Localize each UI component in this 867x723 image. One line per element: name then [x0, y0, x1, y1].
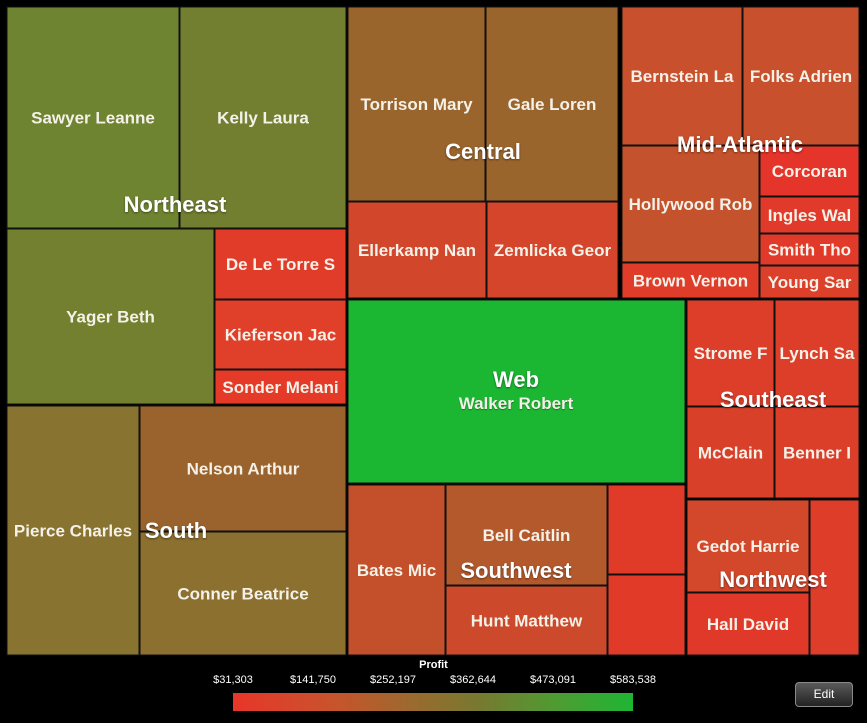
treemap-tile-torrison-mary[interactable]	[347, 6, 486, 202]
tile-label: Nelson Arthur	[187, 460, 300, 479]
legend-tick: $252,197	[370, 674, 416, 686]
treemap-tile-bates-mic[interactable]	[347, 484, 446, 656]
tile-label: Bernstein La	[631, 67, 735, 86]
tile-label: Ingles Wal	[768, 206, 851, 225]
treemap-tile-hollywood-rob[interactable]	[621, 145, 760, 263]
legend-tick: $31,303	[213, 674, 253, 686]
treemap-tile-lynch-sa[interactable]	[774, 299, 860, 407]
tile-label: Bell Caitlin	[483, 526, 571, 545]
treemap-tile-brown-vernon[interactable]	[621, 262, 760, 299]
tile-label: Pierce Charles	[14, 522, 132, 541]
treemap-tile-smith-tho[interactable]	[759, 233, 860, 266]
tile-label: Sawyer Leanne	[31, 109, 155, 128]
tile-label: Young Sar	[768, 273, 852, 292]
legend-tick: $141,750	[290, 674, 336, 686]
tile-label: Torrison Mary	[360, 95, 473, 114]
tile-label: Zemlicka Geor	[494, 241, 612, 260]
legend-tick: $362,644	[450, 674, 496, 686]
tile-label: Sonder Melani	[222, 378, 338, 397]
treemap-tile-conner-beatrice[interactable]	[139, 531, 347, 656]
treemap-tile-nelson-arthur[interactable]	[139, 405, 347, 532]
tile-label: Hollywood Rob	[629, 195, 753, 214]
treemap-tile-hall-david[interactable]	[686, 592, 810, 656]
treemap-tile-southwest-unlabeled-4[interactable]	[607, 574, 686, 656]
treemap-tile-kelly-laura[interactable]	[179, 6, 347, 229]
treemap-tile-bernstein-la[interactable]	[621, 6, 743, 146]
treemap-tile-yager-beth[interactable]	[6, 228, 215, 405]
treemap-tile-ingles-wal[interactable]	[759, 196, 860, 234]
treemap-tile-folks-adrien[interactable]	[742, 6, 860, 146]
legend-tick: $583,538	[610, 674, 656, 686]
treemap-tile-strome-f[interactable]	[686, 299, 775, 407]
treemap-tile-walker-robert[interactable]	[347, 299, 686, 484]
treemap-tile-de-le-torre-s[interactable]	[214, 228, 347, 300]
tile-label: Ellerkamp Nan	[358, 241, 476, 260]
treemap-tile-young-sar[interactable]	[759, 265, 860, 299]
treemap-tile-bell-caitlin[interactable]	[445, 484, 608, 586]
legend-title: Profit	[419, 659, 448, 671]
tile-label: Hall David	[707, 615, 789, 634]
tile-label: Brown Vernon	[633, 272, 748, 291]
tile-label: Walker Robert	[458, 394, 574, 413]
tile-label: Conner Beatrice	[177, 585, 308, 604]
treemap-tile-zemlicka-geor[interactable]	[486, 201, 619, 299]
treemap-tile-gedot-harrie[interactable]	[686, 499, 810, 593]
edit-button[interactable]: Edit	[795, 682, 853, 707]
treemap-tile-gale-loren[interactable]	[485, 6, 619, 202]
tile-label: Corcoran	[772, 162, 848, 181]
treemap-tile-corcoran[interactable]	[759, 145, 860, 197]
legend-color-scale	[233, 693, 633, 711]
tile-label: Smith Tho	[768, 241, 851, 260]
tile-label: Benner I	[783, 444, 851, 463]
tile-label: Kieferson Jac	[225, 326, 337, 345]
treemap-tile-kieferson-jac[interactable]	[214, 299, 347, 370]
tile-label: Folks Adrien	[750, 67, 852, 86]
tile-label: Kelly Laura	[217, 109, 309, 128]
tile-label: Lynch Sa	[780, 344, 855, 363]
tile-label: Yager Beth	[66, 308, 155, 327]
treemap-tile-northwest-unlabeled-1[interactable]	[809, 499, 860, 656]
treemap-tile-benner-i[interactable]	[774, 406, 860, 499]
tile-label: Bates Mic	[357, 561, 436, 580]
tile-label: Gedot Harrie	[697, 537, 800, 556]
treemap-tile-southwest-unlabeled-3[interactable]	[607, 484, 686, 575]
treemap-tile-ellerkamp-nan[interactable]	[347, 201, 487, 299]
tile-label: McClain	[698, 444, 763, 463]
treemap-tile-pierce-charles[interactable]	[6, 405, 140, 656]
treemap-svg: Sawyer Leanne Kelly Laura Yager Beth De Le …	[6, 6, 860, 656]
treemap-tile-sonder-melani[interactable]	[214, 369, 347, 405]
legend-tick: $473,091	[530, 674, 576, 686]
tile-label: Strome F	[694, 344, 768, 363]
tile-label: Hunt Matthew	[471, 612, 583, 631]
tile-label: Gale Loren	[508, 95, 597, 114]
tile-label: De Le Torre S	[226, 255, 335, 274]
treemap-tile-mcclain[interactable]	[686, 406, 775, 499]
treemap-tile-sawyer-leanne[interactable]	[6, 6, 180, 229]
treemap-tile-hunt-matthew[interactable]	[445, 585, 608, 656]
